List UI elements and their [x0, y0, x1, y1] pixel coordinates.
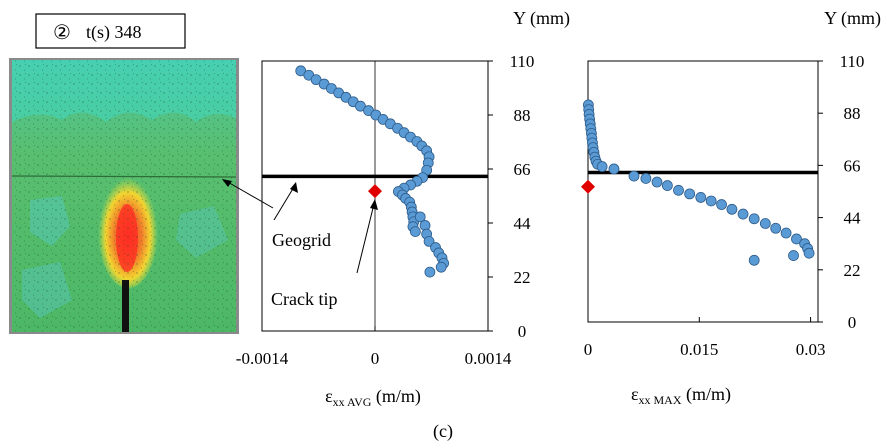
data-point — [651, 176, 663, 188]
crack-tip-arrowhead — [370, 199, 378, 210]
x-axis-title-main: ε — [631, 384, 639, 404]
data-point — [596, 161, 608, 172]
data-point — [673, 184, 684, 196]
x-axis-title-sub: xx MAX — [639, 393, 682, 407]
data-point — [608, 163, 620, 175]
x-tick-label: 0.015 — [680, 340, 718, 359]
data-point — [726, 203, 738, 215]
data-point — [435, 261, 447, 273]
geogrid-plot-arrowhead — [290, 182, 298, 193]
data-point — [684, 188, 696, 200]
y-tick-label: 88 — [844, 104, 861, 123]
data-point — [791, 233, 802, 245]
data-point — [788, 250, 799, 261]
data-point — [661, 180, 673, 191]
x-axis-title-sub: xx AVG — [333, 395, 372, 409]
x-tick-label: 0.0014 — [465, 349, 512, 368]
y-tick-label: 88 — [514, 106, 531, 125]
x-axis-title-main: ε — [325, 386, 333, 406]
y-tick-label: 22 — [844, 261, 861, 280]
figure-caption: (c) — [433, 421, 453, 442]
plot-frame — [587, 60, 819, 323]
y-tick-label: 44 — [514, 214, 532, 233]
data-point — [695, 192, 707, 203]
y-tick-label: 66 — [844, 156, 861, 175]
x-axis-title: εxx MAX (m/m) — [631, 384, 731, 407]
y-tick-label: 0 — [848, 313, 857, 332]
y-axis-title: Y (mm) — [513, 8, 570, 29]
crack-tip-marker — [581, 179, 595, 194]
geogrid-photo-leader — [225, 180, 274, 209]
time-label: t(s) 348 — [86, 22, 142, 43]
y-axis-title: Y (mm) — [824, 8, 881, 29]
data-point — [780, 227, 792, 239]
data-point — [770, 222, 782, 234]
x-tick-label: -0.0014 — [236, 349, 289, 368]
y-tick-label: 0 — [518, 322, 527, 341]
geogrid-trace — [11, 175, 237, 178]
time-badge: ② t(s) 348 — [35, 13, 186, 49]
chart-exx-avg: Y (mm) εxx AVG (m/m) 0 22 44 66 88 110 -0.0014… — [236, 8, 570, 409]
x-tick-label: 0 — [584, 340, 593, 359]
x-axis-title: εxx AVG (m/m) — [325, 386, 421, 409]
x-axis-title-unit: (m/m) — [682, 384, 732, 405]
crack-tip-label: Crack tip — [271, 289, 337, 309]
data-point — [803, 247, 815, 259]
data-point — [409, 226, 421, 237]
x-tick-label: 0 — [371, 349, 380, 368]
y-tick-label: 110 — [840, 52, 865, 71]
step-badge-icon: ② — [53, 22, 71, 44]
data-point — [424, 266, 436, 278]
data-point — [705, 195, 717, 207]
geogrid-photo-arrowhead — [222, 179, 232, 187]
data-point — [748, 213, 760, 225]
data-point — [759, 218, 771, 229]
geogrid-label: Geogrid — [272, 230, 331, 250]
x-axis-title-unit: (m/m) — [371, 386, 421, 407]
dic-photo — [9, 58, 239, 334]
data-point — [716, 199, 727, 210]
data-point — [628, 170, 640, 182]
annotations: Geogrid Crack tip — [222, 179, 378, 309]
geogrid-plot-leader — [273, 186, 295, 221]
data-point — [748, 254, 760, 266]
chart-exx-max: Y (mm) εxx MAX (m/m) 0 22 44 66 88 110 0 0.015 0… — [581, 8, 881, 407]
y-tick-label: 22 — [514, 268, 531, 287]
y-tick-label: 110 — [510, 52, 535, 71]
y-tick-label: 66 — [514, 160, 531, 179]
crack-tip-marker — [368, 184, 382, 199]
data-point — [640, 173, 652, 184]
x-tick-label: 0.03 — [796, 340, 826, 359]
crack-tip-leader — [356, 203, 375, 274]
notch — [122, 280, 129, 332]
y-tick-label: 44 — [844, 209, 862, 228]
data-point — [414, 211, 426, 223]
data-point — [737, 208, 749, 220]
